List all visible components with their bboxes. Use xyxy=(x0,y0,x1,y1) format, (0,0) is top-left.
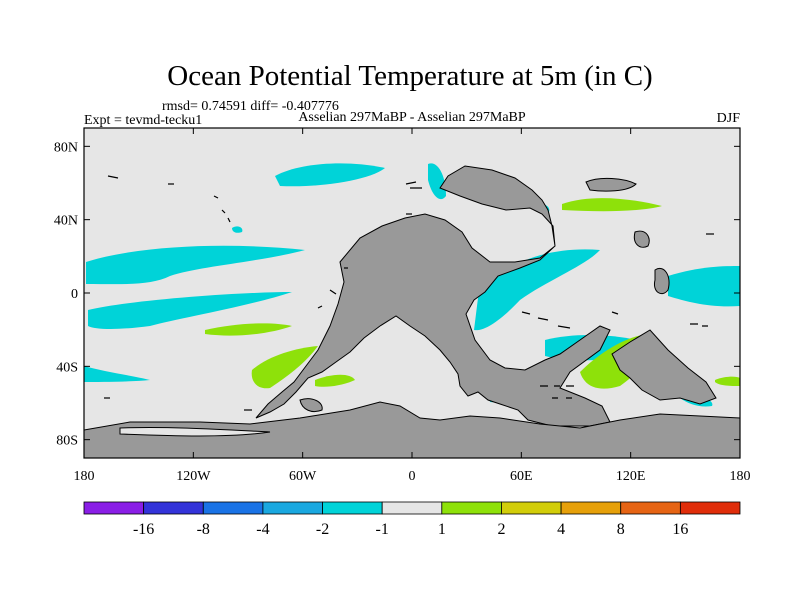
land-east-continent xyxy=(611,329,717,405)
colorbar-swatch xyxy=(501,501,562,515)
colorbar-swatch xyxy=(322,501,383,515)
comparison-label: Asselian 297MaBP - Asselian 297MaBP xyxy=(298,110,526,125)
colorbar-swatch xyxy=(202,501,264,515)
colorbar-label: -16 xyxy=(133,521,154,538)
warm-anomaly-south-channel xyxy=(315,374,355,387)
colorbar-swatch xyxy=(620,501,681,515)
colorbar-label: 4 xyxy=(557,521,565,538)
lon-tick-label: 0 xyxy=(409,469,416,484)
colorbar-label: 16 xyxy=(672,521,688,538)
warm-anomaly-south-pacific xyxy=(205,323,292,336)
colorbar-label: 8 xyxy=(617,521,625,538)
land-masses xyxy=(84,165,740,458)
cool-anomaly-north-island xyxy=(428,163,446,200)
experiment-label: Expt = tevmd-tecku1 xyxy=(84,113,202,128)
warm-anomaly-east-coast xyxy=(715,376,740,386)
lat-tick-label: 0 xyxy=(71,287,78,302)
lat-tick-label: 40S xyxy=(56,360,78,375)
warm-anomaly-pangaea-south xyxy=(251,346,318,389)
colorbar: -16 -8 -4 -2 -1 1 2 4 8 16 xyxy=(83,501,741,538)
colorbar-swatch xyxy=(143,501,204,515)
latitude-axis: 80N 40N 0 40S 80S xyxy=(54,140,740,449)
colorbar-swatch xyxy=(262,501,323,515)
lat-tick-label: 80S xyxy=(56,434,78,449)
colorbar-label: -8 xyxy=(197,521,210,538)
colorbar-label: -1 xyxy=(376,521,389,538)
colorbar-swatch xyxy=(381,501,443,515)
map-panel: 80N 40N 0 40S 80S 180 120W 60W 0 60E 120E 180 xyxy=(54,127,751,484)
lon-tick-label: 60W xyxy=(289,469,317,484)
colorbar-swatch xyxy=(679,501,741,515)
stats-line: rmsd= 0.74591 diff= -0.407776 xyxy=(162,99,339,114)
longitude-axis: 180 120W 60W 0 60E 120E 180 xyxy=(74,128,751,484)
warm-anomaly-northeast xyxy=(562,198,662,212)
cool-anomaly-tethys xyxy=(474,249,600,331)
land-east-arc xyxy=(633,230,650,248)
land-pangaea xyxy=(255,165,611,427)
cool-anomaly-east xyxy=(668,266,740,307)
season-label: DJF xyxy=(717,111,741,126)
cool-anomaly-south-pacific xyxy=(88,292,292,329)
colorbar-label: -4 xyxy=(256,521,269,538)
cool-anomaly-pacific-south xyxy=(84,366,150,382)
plot-title: Ocean Potential Temperature at 5m (in C) xyxy=(167,60,652,92)
lon-tick-label: 120E xyxy=(616,469,646,484)
colorbar-swatch xyxy=(560,501,622,515)
polar-ocean-strip xyxy=(119,426,271,437)
land-north-pole-island xyxy=(585,177,637,192)
coastline-fragments xyxy=(104,175,714,411)
cool-anomaly-north-pacific xyxy=(275,163,385,187)
lat-tick-label: 40N xyxy=(54,214,78,229)
land-northeast-island xyxy=(653,268,670,295)
colorbar-label: 1 xyxy=(438,521,446,538)
colorbar-swatch xyxy=(441,501,502,515)
colorbar-swatch xyxy=(83,501,145,515)
colorbar-label: 2 xyxy=(497,521,505,538)
cool-anomaly-small-west xyxy=(232,226,243,233)
lon-tick-label: 180 xyxy=(730,469,751,484)
land-southern-channel xyxy=(299,398,323,413)
colorbar-label: -2 xyxy=(316,521,329,538)
land-south-polar xyxy=(84,401,740,458)
cool-anomaly-equatorial-pacific xyxy=(86,245,305,285)
lat-tick-label: 80N xyxy=(54,140,78,155)
lon-tick-label: 60E xyxy=(510,469,533,484)
lon-tick-label: 180 xyxy=(74,469,95,484)
lon-tick-label: 120W xyxy=(176,469,211,484)
